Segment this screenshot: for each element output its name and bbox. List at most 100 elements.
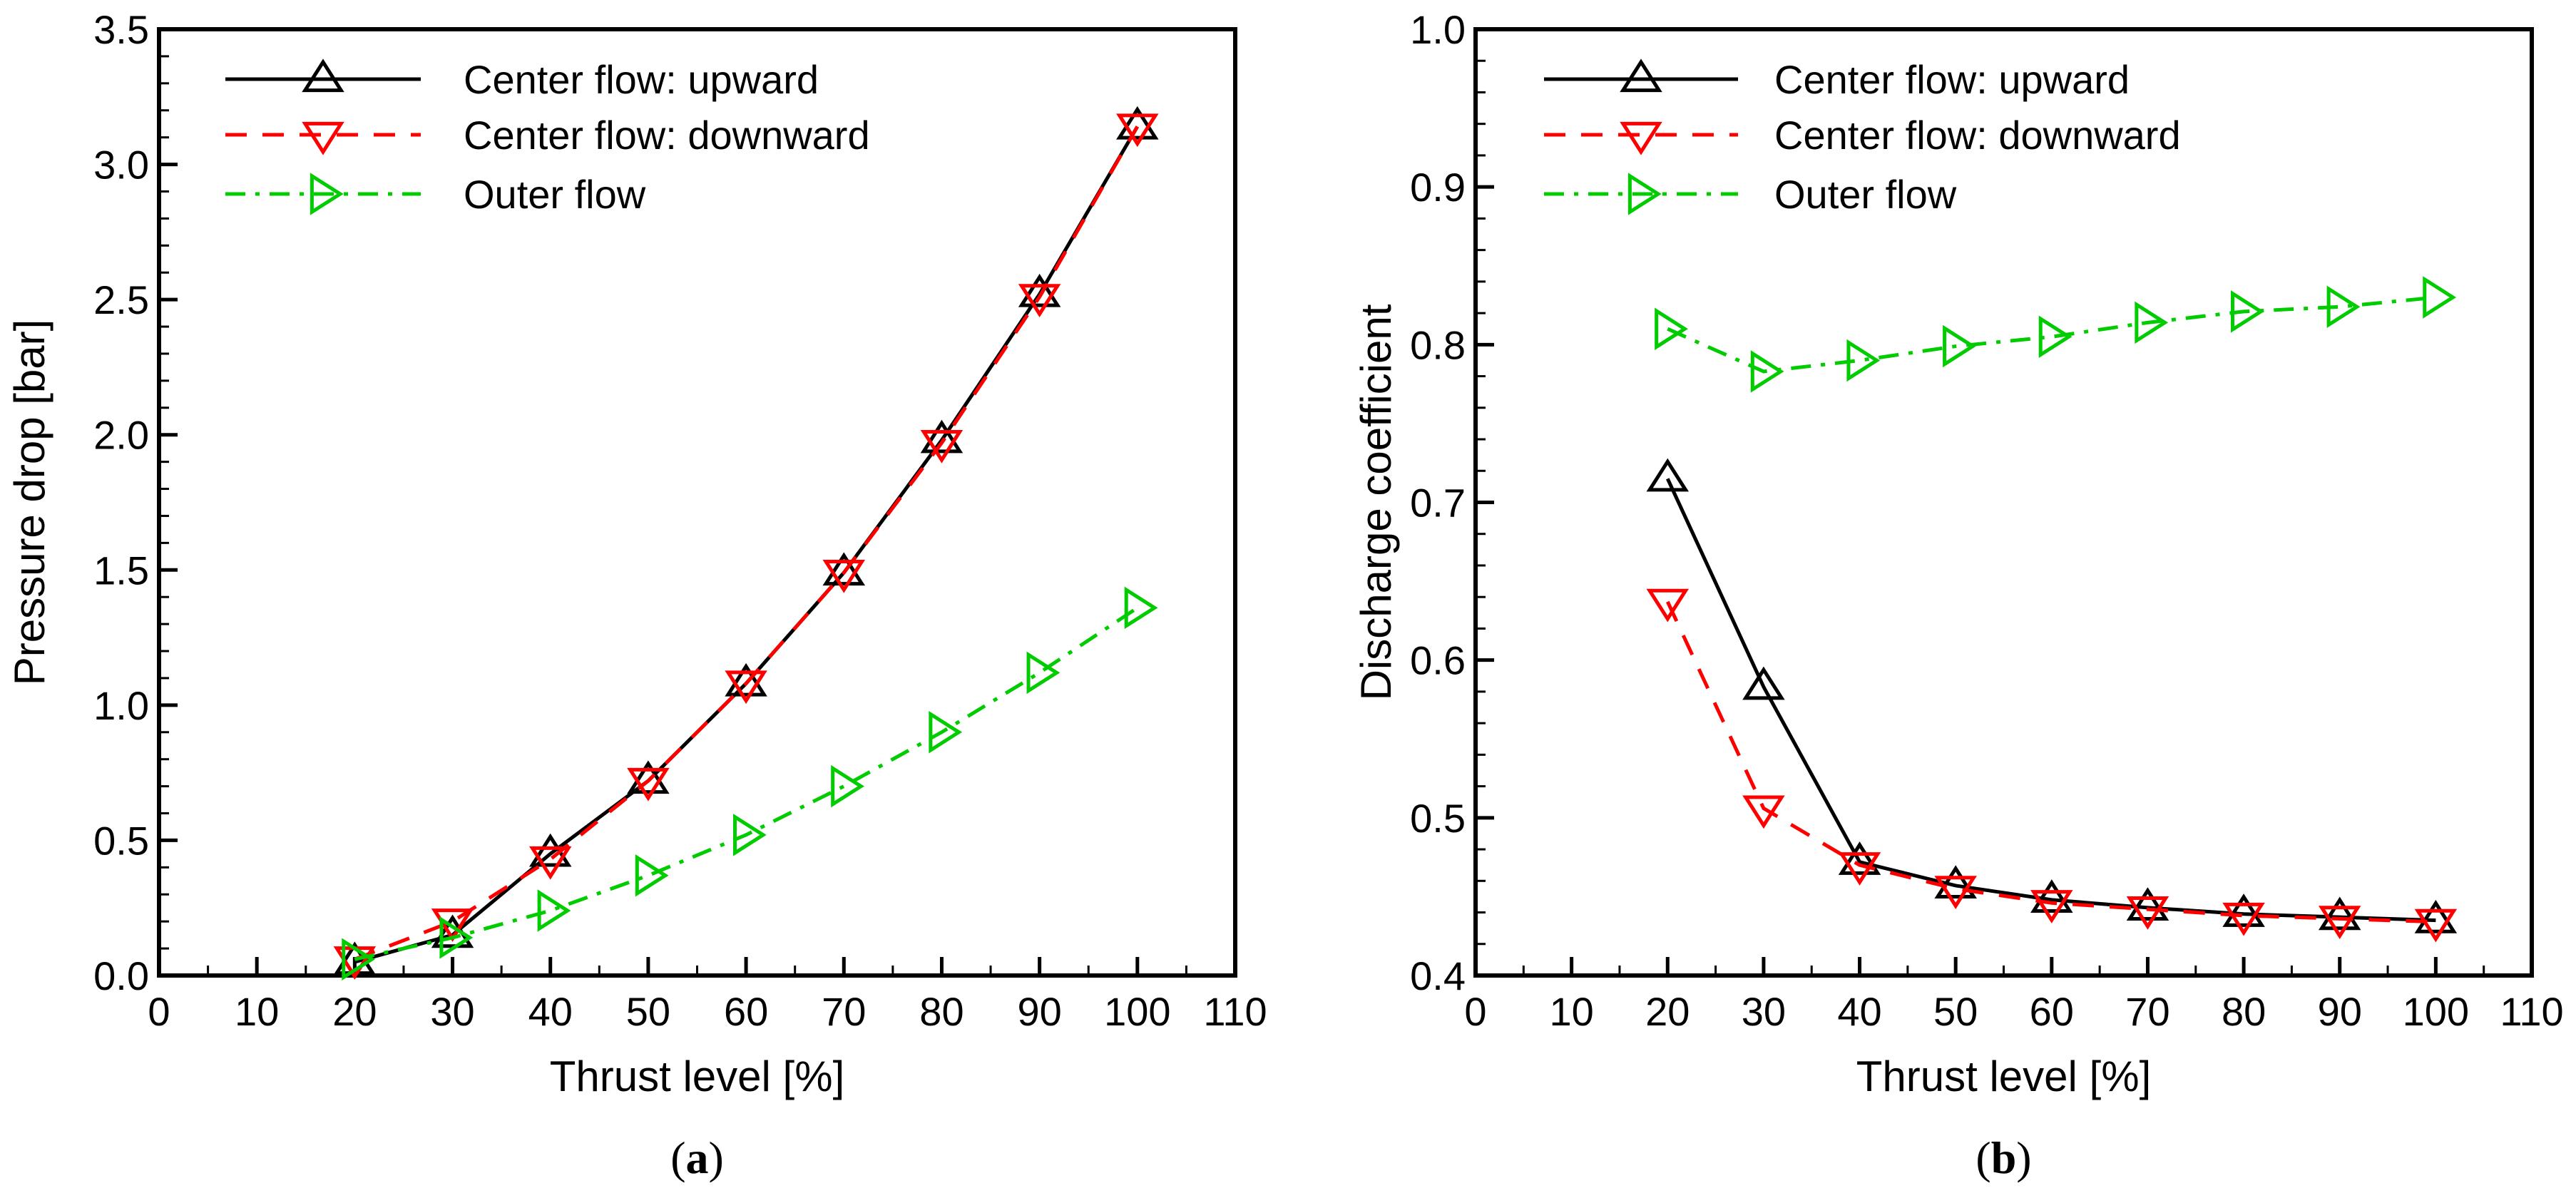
x-tick-label: 80 [2222, 989, 2266, 1034]
legend-label-0: Center flow: upward [1774, 57, 2130, 102]
y-tick-label: 0.0 [93, 953, 149, 998]
data-point-marker [2326, 285, 2361, 329]
x-tick-label: 70 [2125, 989, 2169, 1034]
y-tick-label: 2.5 [93, 277, 149, 322]
legend-label-1: Center flow: downward [1774, 113, 2181, 158]
x-tick-label: 0 [148, 989, 170, 1034]
y-tick-label: 3.5 [93, 7, 149, 52]
chart-panel-a: 0 10 20 30 40 50 60 70 80 90 100 110 0.0 0.5 1.0 1.5 2.0… [6, 7, 1267, 1183]
caption-letter: a [686, 1132, 709, 1183]
x-tick-label: 60 [2030, 989, 2074, 1034]
y-tick-label: 1.0 [93, 683, 149, 728]
data-point-marker [1116, 106, 1159, 140]
x-axis-label: Thrust level [%] [550, 1053, 844, 1100]
data-point-marker [1750, 350, 1784, 393]
y-axis-label: Pressure drop [bar] [6, 319, 53, 686]
y-tick-label: 0.6 [1410, 638, 1466, 683]
caption-letter: b [1991, 1132, 2017, 1183]
data-point-marker [920, 419, 964, 454]
series-line-2 [354, 606, 1139, 961]
y-tick-label: 0.5 [93, 818, 149, 863]
x-tick-label: 10 [1549, 989, 1593, 1034]
data-point-marker [2414, 899, 2458, 933]
x-tick-label: 80 [919, 989, 964, 1034]
data-point-marker [1018, 273, 1061, 307]
data-point-marker [627, 767, 670, 802]
plot-frame [1473, 27, 2534, 978]
legend-marker-1 [302, 121, 344, 155]
x-tick-label: 100 [1104, 989, 1170, 1034]
data-point-marker [725, 670, 767, 705]
y-tick-label: 1.5 [93, 548, 149, 593]
x-axis-label: Thrust level [%] [1856, 1053, 2151, 1100]
data-point-marker [1934, 865, 1977, 899]
data-point-marker [1018, 284, 1061, 318]
chart-panel-b: 0 10 20 30 40 50 60 70 80 90 100 110 0.4 0.5 0.6 0.7 0.8… [1352, 7, 2564, 1183]
data-point-marker [822, 559, 866, 593]
y-axis-label: Discharge coefficient [1352, 304, 1400, 700]
data-point-marker [831, 764, 864, 808]
data-point-marker [2135, 301, 2169, 344]
data-point-marker [1655, 307, 1688, 350]
data-point-marker [1742, 795, 1785, 829]
data-point-marker [929, 711, 963, 754]
y-tick-label: 1.0 [1410, 7, 1466, 52]
data-point-marker [2222, 902, 2265, 936]
x-tick-label: 40 [1837, 989, 1881, 1034]
data-point-marker [1934, 876, 1977, 910]
data-point-marker [725, 662, 767, 697]
data-point-marker [2318, 906, 2361, 940]
data-point-marker [2126, 887, 2169, 921]
y-tick-label: 0.8 [1410, 322, 1466, 367]
x-tick-label: 40 [528, 989, 573, 1034]
data-point-marker [1124, 586, 1158, 630]
plot-frame [157, 27, 1237, 978]
x-tick-label: 0 [1464, 989, 1486, 1034]
x-tick-label: 50 [1933, 989, 1978, 1034]
data-point-marker [1116, 113, 1159, 148]
series-line-1 [1666, 600, 2436, 924]
data-point-marker [528, 846, 572, 880]
caption-close: ) [2016, 1132, 2031, 1183]
x-tick-label: 30 [1742, 989, 1786, 1034]
data-point-marker [2222, 894, 2265, 927]
legend-marker-0 [302, 58, 344, 93]
data-point-marker [1838, 841, 1881, 875]
data-point-marker [2230, 290, 2264, 333]
data-point-marker [1026, 651, 1060, 695]
y-tick-label: 0.4 [1410, 953, 1466, 998]
y-tick-label: 3.0 [93, 143, 149, 188]
data-point-marker [2423, 276, 2457, 319]
data-point-marker [439, 916, 474, 959]
data-point-marker [2038, 315, 2072, 359]
legend-marker-2 [310, 173, 344, 215]
series-line-1 [354, 126, 1139, 961]
legend-label-0: Center flow: upward [464, 57, 819, 102]
series-line-2 [1667, 295, 2436, 374]
x-tick-label: 60 [724, 989, 768, 1034]
y-tick-label: 0.9 [1410, 165, 1466, 210]
x-tick-label: 70 [822, 989, 866, 1034]
data-point-marker [537, 889, 571, 932]
y-tick-label: 2.0 [93, 413, 149, 458]
caption-open: ( [670, 1132, 685, 1183]
x-tick-label: 20 [332, 989, 377, 1034]
data-point-marker [2030, 890, 2073, 923]
panel-caption: (b) [1976, 1132, 2031, 1183]
data-point-marker [2126, 896, 2169, 930]
data-point-marker [1742, 666, 1785, 700]
caption-close: ) [709, 1132, 724, 1183]
x-tick-label: 90 [1017, 989, 1061, 1034]
data-point-marker [627, 760, 670, 794]
caption-open: ( [1976, 1132, 1990, 1183]
y-tick-label: 0.5 [1410, 796, 1466, 841]
x-tick-label: 110 [1203, 989, 1267, 1034]
data-point-marker [1846, 339, 1881, 382]
x-tick-label: 110 [2500, 989, 2563, 1034]
data-point-marker [342, 938, 376, 981]
x-tick-label: 50 [626, 989, 670, 1034]
data-point-marker [2318, 896, 2361, 931]
data-point-marker [920, 429, 964, 464]
x-tick-label: 90 [2318, 989, 2362, 1034]
